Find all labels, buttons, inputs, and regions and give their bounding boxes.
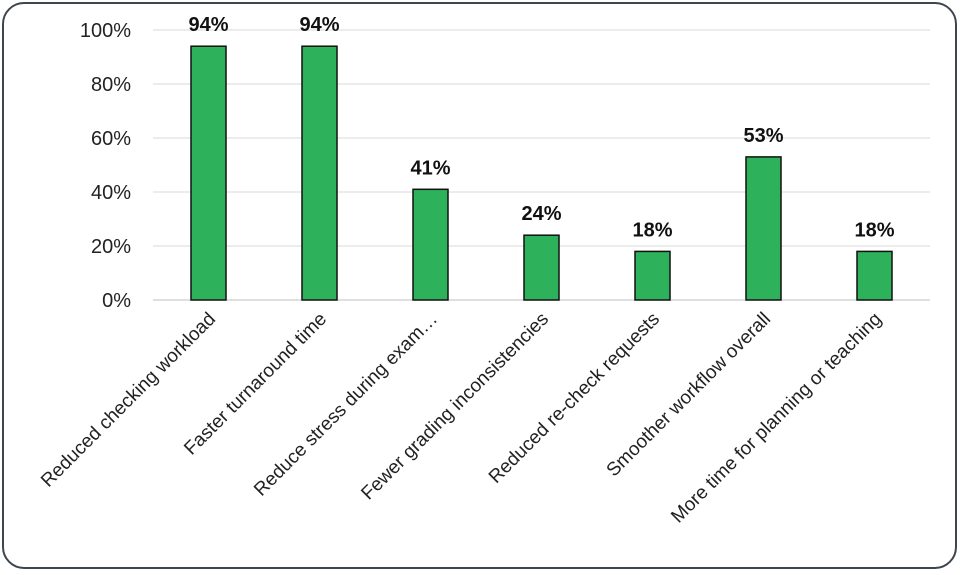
y-tick-label: 0%: [102, 290, 131, 312]
data-label: 18%: [854, 219, 894, 241]
data-label: 18%: [632, 219, 672, 241]
bar: [634, 250, 671, 301]
gridlines: [153, 29, 930, 301]
x-category-label: Reduce stress during exam…: [250, 309, 442, 501]
y-tick-label: 20%: [91, 236, 131, 258]
y-tick-label: 40%: [91, 182, 131, 204]
y-tick-label: 80%: [91, 74, 131, 96]
x-category-label: Fewer grading inconsistencies: [357, 309, 553, 505]
bar: [412, 188, 449, 301]
bar: [301, 45, 338, 301]
data-label: 41%: [410, 157, 450, 179]
data-label: 24%: [521, 203, 561, 225]
bar: [856, 250, 893, 301]
chart-frame: [2, 2, 957, 569]
bar: [190, 45, 227, 301]
y-tick-label: 100%: [80, 20, 131, 42]
bar: [745, 156, 782, 301]
data-label: 94%: [299, 14, 339, 36]
x-category-label: Reduced checking workload: [37, 309, 220, 492]
bars: [190, 45, 893, 301]
bar: [523, 234, 560, 301]
x-category-label: More time for planning or teaching: [667, 309, 886, 528]
data-label: 94%: [188, 14, 228, 36]
y-axis-ticks: 0% 20% 40% 60% 80% 100%: [80, 20, 131, 312]
data-labels: 94% 94% 41% 24% 18% 53% 18%: [188, 14, 894, 241]
y-tick-label: 60%: [91, 128, 131, 150]
data-label: 53%: [743, 125, 783, 147]
